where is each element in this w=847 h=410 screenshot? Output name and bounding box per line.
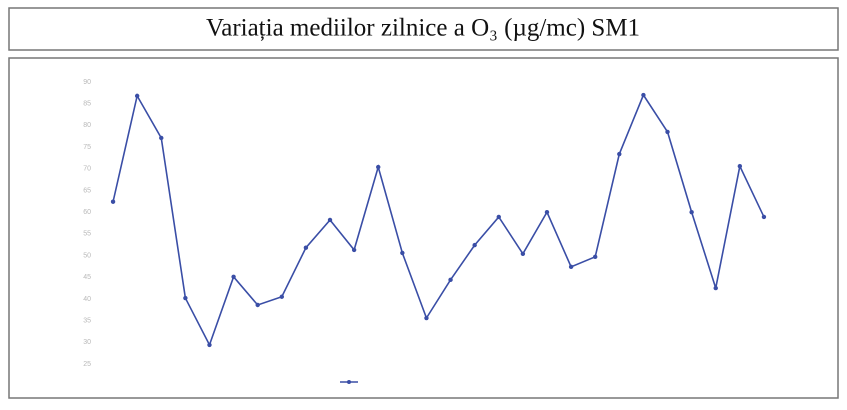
point — [713, 285, 718, 291]
point — [737, 163, 743, 169]
y-tick-label: 25 — [83, 361, 91, 368]
point — [617, 151, 622, 157]
y-tick-label: 55 — [83, 231, 91, 238]
point — [231, 274, 236, 279]
point — [207, 342, 212, 348]
point — [641, 92, 646, 98]
point — [520, 251, 526, 257]
y-tick-label: 60 — [83, 209, 91, 216]
point — [424, 315, 429, 321]
point — [592, 254, 598, 260]
y-tick-label: 35 — [83, 317, 91, 324]
point — [689, 209, 694, 215]
point — [448, 277, 453, 283]
point — [134, 93, 140, 99]
point — [472, 242, 477, 248]
point — [279, 294, 285, 299]
legend-marker — [347, 380, 351, 384]
y-tick-label: 40 — [83, 296, 91, 303]
point — [665, 129, 670, 135]
series-line — [112, 93, 765, 347]
point — [110, 199, 116, 204]
point — [376, 164, 381, 170]
y-tick-label: 85 — [83, 101, 91, 108]
point — [400, 250, 405, 256]
y-tick-label: 45 — [83, 274, 91, 281]
point — [568, 264, 574, 270]
y-tick-label: 75 — [83, 144, 91, 151]
y-tick-label: 80 — [83, 122, 91, 129]
y-tick-label: 65 — [83, 187, 91, 194]
point — [159, 135, 164, 141]
point — [544, 209, 550, 215]
point — [761, 214, 767, 220]
y-tick-label: 50 — [83, 252, 91, 259]
point — [255, 302, 260, 308]
point — [496, 214, 501, 220]
plot-box — [8, 57, 839, 399]
point — [183, 295, 188, 301]
point — [351, 247, 357, 253]
title-box — [8, 7, 839, 51]
y-tick-label: 70 — [83, 166, 91, 173]
point — [327, 217, 333, 223]
point — [303, 245, 309, 250]
chart-title: Variația mediilor zilnice a O₃ (µg/mc) S… — [206, 15, 640, 42]
y-tick-label: 90 — [83, 79, 91, 86]
y-tick-label: 30 — [83, 339, 91, 346]
